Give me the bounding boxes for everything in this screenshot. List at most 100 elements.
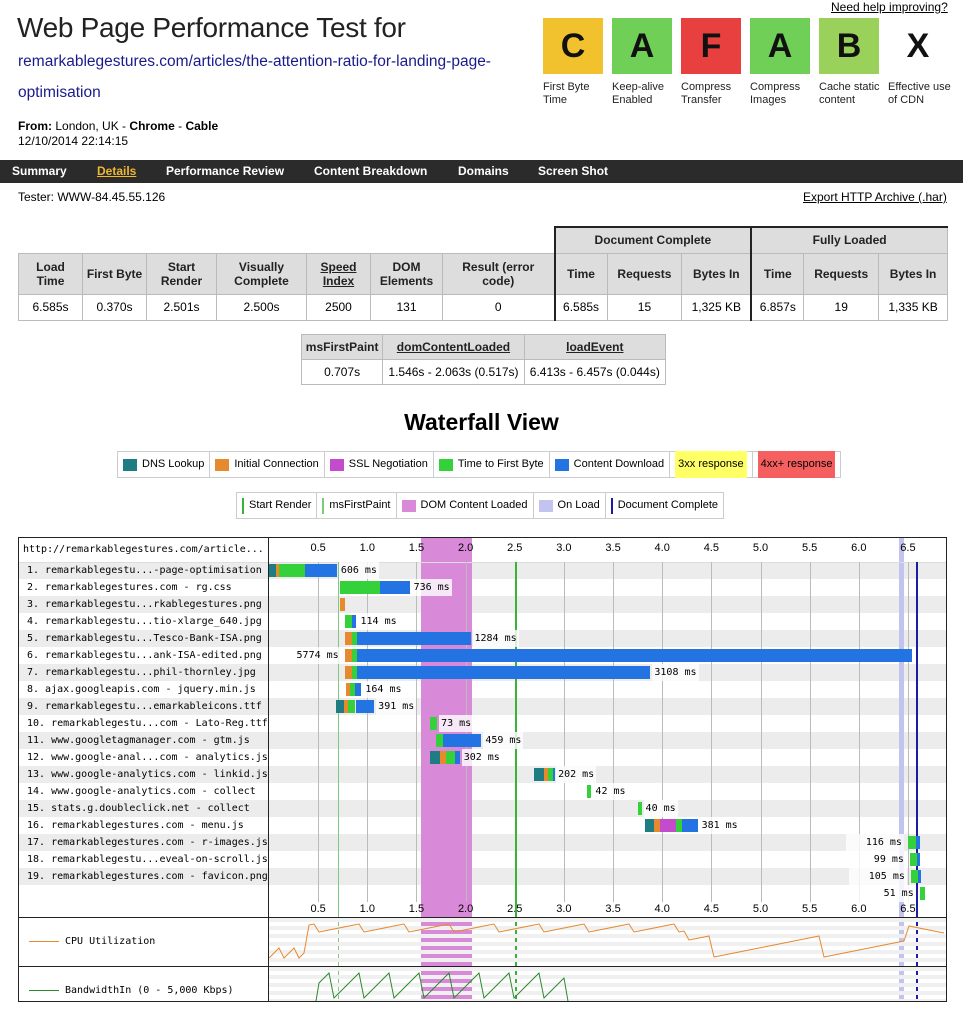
grade-box[interactable]: F — [681, 18, 741, 74]
bar-conn — [344, 649, 352, 662]
panel-stripe — [269, 967, 946, 971]
result-value: 6.585s — [18, 293, 83, 321]
axis-tick: 5.5 — [801, 542, 818, 554]
export-har-link[interactable]: Export HTTP Archive (.har) — [803, 190, 947, 204]
result-value: 2500 — [306, 293, 371, 321]
bar-ttfb — [278, 564, 306, 577]
doc-col-header: Requests — [606, 252, 683, 295]
start-render-line — [514, 562, 517, 1001]
axis-tick: 5.5 — [801, 903, 818, 915]
bar-conn — [654, 819, 661, 832]
bar-dl — [917, 870, 921, 883]
axis-tick: 4.5 — [703, 903, 719, 915]
panel-stripe — [269, 934, 946, 938]
bar-ttfb — [910, 870, 918, 883]
request-row[interactable]: 19. remarkablegestures.com - favicon.png — [27, 871, 268, 882]
axis-tick: 0.5 — [310, 542, 326, 554]
test-url-link[interactable]: remarkablegestures.com/articles/the-atte… — [18, 53, 491, 70]
bar-conn — [344, 632, 352, 645]
grade-box[interactable]: C — [543, 18, 603, 74]
request-duration: 202 ms — [556, 766, 597, 783]
request-row[interactable]: 10. remarkablegestu...com - Lato-Reg.ttf — [27, 718, 268, 729]
doc-col-header: Time — [553, 252, 608, 295]
panel-stripe — [269, 950, 946, 954]
nav-tab[interactable]: Performance Review — [166, 164, 285, 178]
legend-swatch — [123, 458, 137, 471]
test-datetime: 12/10/2014 22:14:15 — [18, 134, 129, 148]
request-duration: 736 ms — [411, 579, 452, 596]
request-row[interactable]: 9. remarkablegestu...emarkableicons.ttf — [27, 701, 262, 712]
bw-label-text: BandwidthIn (0 - 5,000 Kbps) — [65, 985, 234, 996]
legend-item: DNS Lookup — [118, 452, 211, 477]
result-value: 0.370s — [82, 293, 147, 321]
legend-item: Initial Connection — [210, 452, 325, 477]
bar-ttfb — [587, 785, 592, 798]
grid-line — [711, 562, 713, 902]
request-row[interactable]: 11. www.googletagmanager.com - gtm.js — [27, 735, 250, 746]
bar-conn — [544, 768, 549, 781]
legend-label: DNS Lookup — [142, 458, 205, 470]
waterfall-legend: DNS Lookup Initial Connection SSL Negotiat… — [117, 451, 842, 478]
cpu-graph — [269, 923, 945, 959]
result-header: First Byte — [82, 252, 147, 295]
request-row[interactable]: 7. remarkablegestu...phil-thornley.jpg — [27, 667, 256, 678]
bandwidth-graph-line — [315, 971, 569, 1001]
result-value: 131 — [370, 293, 443, 321]
timing-header[interactable]: domContentLoaded — [382, 334, 525, 360]
request-row[interactable]: 15. stats.g.doubleclick.net - collect — [27, 803, 250, 814]
onload-band — [899, 538, 904, 1001]
doc-value: 6.585s — [553, 293, 608, 321]
request-row[interactable]: 2. remarkablegestures.com - rg.css — [27, 582, 232, 593]
grade-label: Compress Images — [750, 81, 801, 106]
request-row[interactable]: 12. www.google-anal...com - analytics.js — [27, 752, 268, 763]
request-row[interactable]: 14. www.google-analytics.com - collect — [27, 786, 256, 797]
grade-box[interactable]: B — [819, 18, 879, 74]
request-row[interactable]: 6. remarkablegestu...ank-ISA-edited.png — [27, 650, 262, 661]
request-row[interactable]: 5. remarkablegestu...Tesco-Bank-ISA.png — [27, 633, 262, 644]
header-divider — [19, 562, 946, 563]
nav-tab[interactable]: Summary — [12, 164, 67, 178]
nav-tab[interactable]: Details — [97, 164, 137, 178]
axis-tick: 4.5 — [703, 542, 719, 554]
dom-content-loaded-band — [420, 538, 472, 1001]
request-row[interactable]: 13. www.google-analytics.com - linkid.js — [27, 769, 268, 780]
request-row[interactable]: 17. remarkablegestures.com - r-images.js — [27, 837, 268, 848]
request-row[interactable]: 18. remarkablegestu...eveal-on-scroll.js — [27, 854, 268, 865]
nav-tab[interactable]: Domains — [458, 164, 509, 178]
full-value: 1,335 KB — [878, 293, 948, 321]
request-row[interactable]: 4. remarkablegestu...tio-xlarge_640.jpg — [27, 616, 262, 627]
timing-header[interactable]: loadEvent — [523, 334, 667, 360]
waterfall-title: Waterfall View — [404, 409, 559, 435]
grade-box[interactable]: A — [750, 18, 810, 74]
marker-line — [322, 497, 325, 514]
grid-line — [858, 562, 860, 902]
row-stripe — [19, 596, 946, 613]
grid-line — [416, 562, 418, 902]
bar-ttfb — [351, 649, 358, 662]
grid-line — [907, 562, 909, 902]
grade-box[interactable]: A — [612, 18, 672, 74]
test-url-link-cont[interactable]: optimisation — [18, 84, 101, 101]
request-row[interactable]: 3. remarkablegestu...rkablegestures.png — [27, 599, 262, 610]
bar-conn — [440, 751, 446, 764]
request-row[interactable]: 16. remarkablegestures.com - menu.js — [27, 820, 244, 831]
legend-item: 3xx response — [670, 451, 753, 478]
help-link[interactable]: Need help improving? — [831, 0, 948, 14]
request-row[interactable]: 8. ajax.googleapis.com - jquery.min.js — [27, 684, 256, 695]
axis-tick: 2.5 — [495, 903, 535, 915]
legend-item: SSL Negotiation — [325, 452, 434, 477]
marker-line — [610, 497, 613, 514]
grade-box[interactable]: X — [888, 18, 948, 74]
nav-tab[interactable]: Content Breakdown — [314, 164, 428, 178]
marker-swatch — [538, 499, 553, 512]
result-header[interactable]: Speed Index — [306, 252, 371, 295]
legend-label: Content Download — [573, 458, 665, 470]
request-row[interactable]: 1. remarkablegestu...-page-optimisation — [27, 565, 262, 576]
nav-tab[interactable]: Screen Shot — [538, 164, 609, 178]
grid-line — [367, 562, 369, 902]
marker-legend: Start Render msFirstPaint DOM Content Load… — [236, 492, 724, 519]
doc-value: 1,325 KB — [681, 293, 752, 321]
axis-tick: 6.5 — [900, 903, 916, 915]
grid-line — [809, 562, 811, 902]
legend-label: Initial Connection — [234, 458, 319, 470]
